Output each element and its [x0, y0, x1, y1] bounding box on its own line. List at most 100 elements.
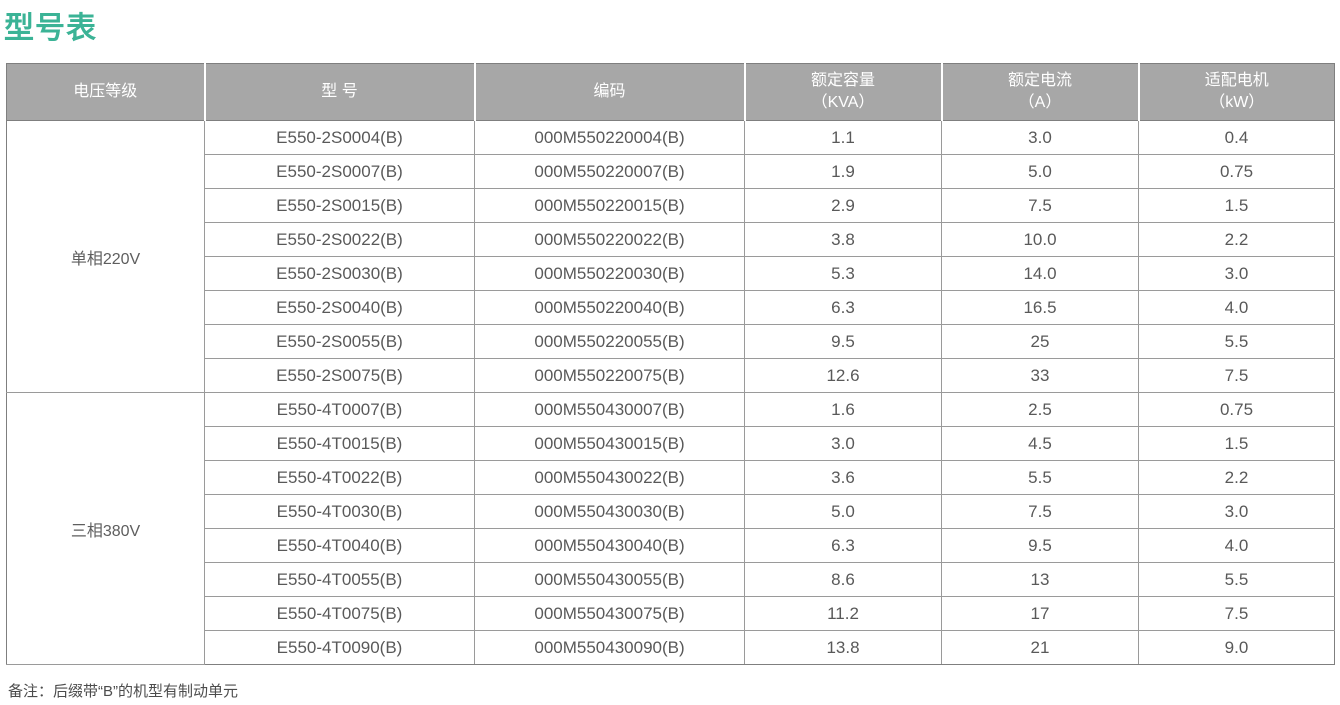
voltage-level-cell: 三相380V [6, 392, 205, 665]
rated-current-cell: 10.0 [941, 222, 1139, 257]
rated-capacity-cell: 3.0 [744, 426, 942, 461]
adapted-motor-cell: 4.0 [1138, 528, 1335, 563]
rated-capacity-cell: 1.6 [744, 392, 942, 427]
code-cell: 000M550430022(B) [474, 460, 745, 495]
table-row: 三相380V E550-4T0007(B) 000M550430007(B) 1.6 2… [6, 392, 1335, 665]
rated-capacity-cell: 3.8 [744, 222, 942, 257]
model-cell: E550-2S0040(B) [204, 290, 475, 325]
header-model: 型 号 [203, 63, 475, 121]
rated-current-cell: 21 [941, 630, 1139, 665]
rated-current-cell: 3.0 [941, 120, 1139, 155]
code-cell: 000M550220075(B) [474, 358, 745, 393]
header-voltage-level-label: 电压等级 [73, 83, 138, 101]
rated-current-cell: 7.5 [941, 494, 1139, 529]
code-cell: 000M550220004(B) [474, 120, 745, 155]
adapted-motor-cell: 5.5 [1138, 324, 1335, 359]
model-cell: E550-2S0030(B) [204, 256, 475, 291]
adapted-motor-cell: 7.5 [1138, 596, 1335, 631]
table-row: E550-4T0022(B) 000M550430022(B) 3.6 5.5 2.2 [7, 460, 1335, 495]
table-row: E550-4T0040(B) 000M550430040(B) 6.3 9.5 4.0 [7, 528, 1335, 563]
rated-capacity-cell: 5.0 [744, 494, 942, 529]
rated-capacity-cell: 1.1 [744, 120, 942, 155]
table-row: E550-4T0075(B) 000M550430075(B) 11.2 17 7.5 [7, 596, 1335, 631]
model-cell: E550-2S0004(B) [204, 120, 475, 155]
footer-note: 备注：后缀带“B”的机型有制动单元 [8, 683, 238, 700]
table-row: E550-2S0040(B) 000M550220040(B) 6.3 16.5 4.0 [7, 290, 1335, 325]
rated-capacity-cell: 11.2 [744, 596, 942, 631]
header-rated-current: 额定电流 （A） [940, 63, 1139, 121]
model-cell: E550-4T0055(B) [204, 562, 475, 597]
table-row: E550-4T0030(B) 000M550430030(B) 5.0 7.5 3.0 [7, 494, 1335, 529]
page-title: 型号表 [4, 12, 97, 45]
model-cell: E550-2S0007(B) [204, 154, 475, 189]
code-cell: 000M550220040(B) [474, 290, 745, 325]
code-cell: 000M550430055(B) [474, 562, 745, 597]
model-table: 电压等级 型 号 编码 额定容量 （KVA） 额定电流 （A） [6, 63, 1335, 665]
table-row: E550-2S0055(B) 000M550220055(B) 9.5 25 5.5 [7, 324, 1335, 359]
header-model-label: 型 号 [321, 83, 358, 101]
model-cell: E550-4T0075(B) [204, 596, 475, 631]
table-row: E550-2S0007(B) 000M550220007(B) 1.9 5.0 0.75 [7, 154, 1335, 189]
table-row: E550-2S0075(B) 000M550220075(B) 12.6 33 7.5 [7, 358, 1335, 393]
rated-capacity-cell: 6.3 [744, 528, 942, 563]
rated-capacity-cell: 9.5 [744, 324, 942, 359]
adapted-motor-cell: 0.75 [1138, 392, 1335, 427]
header-adapted-motor-sub: （kW） [1209, 94, 1265, 111]
adapted-motor-cell: 3.0 [1138, 494, 1335, 529]
code-cell: 000M550430075(B) [474, 596, 745, 631]
model-cell: E550-2S0055(B) [204, 324, 475, 359]
adapted-motor-cell: 2.2 [1138, 460, 1335, 495]
rated-current-cell: 17 [941, 596, 1139, 631]
header-adapted-motor: 适配电机 （kW） [1137, 63, 1335, 121]
model-cell: E550-4T0007(B) [204, 392, 475, 427]
rated-capacity-cell: 2.9 [744, 188, 942, 223]
adapted-motor-cell: 4.0 [1138, 290, 1335, 325]
table-row: E550-4T0015(B) 000M550430015(B) 3.0 4.5 1.5 [7, 426, 1335, 461]
table-row: E550-2S0022(B) 000M550220022(B) 3.8 10.0 2.2 [7, 222, 1335, 257]
header-rated-current-label: 额定电流 [1007, 72, 1072, 90]
code-cell: 000M550220022(B) [474, 222, 745, 257]
rated-capacity-cell: 13.8 [744, 630, 942, 665]
code-cell: 000M550430040(B) [474, 528, 745, 563]
rated-current-cell: 33 [941, 358, 1139, 393]
header-code: 编码 [473, 63, 745, 121]
model-cell: E550-4T0022(B) [204, 460, 475, 495]
rated-capacity-cell: 3.6 [744, 460, 942, 495]
model-cell: E550-4T0090(B) [204, 630, 475, 665]
adapted-motor-cell: 1.5 [1138, 188, 1335, 223]
voltage-level-cell: 单相220V [6, 120, 205, 393]
code-cell: 000M550430007(B) [474, 392, 745, 427]
code-cell: 000M550430015(B) [474, 426, 745, 461]
header-rated-capacity-sub: （KVA） [811, 94, 875, 111]
adapted-motor-cell: 2.2 [1138, 222, 1335, 257]
header-adapted-motor-label: 适配电机 [1204, 72, 1269, 90]
rated-current-cell: 14.0 [941, 256, 1139, 291]
table-row: E550-2S0030(B) 000M550220030(B) 5.3 14.0 3.0 [7, 256, 1335, 291]
table-row: E550-4T0090(B) 000M550430090(B) 13.8 21 9.0 [7, 630, 1335, 665]
code-cell: 000M550220007(B) [474, 154, 745, 189]
header-rated-current-sub: （A） [1018, 94, 1062, 111]
header-rated-capacity-label: 额定容量 [810, 72, 875, 90]
table-header: 电压等级 型 号 编码 额定容量 （KVA） 额定电流 （A） [6, 63, 1335, 121]
adapted-motor-cell: 5.5 [1138, 562, 1335, 597]
table-row: E550-4T0055(B) 000M550430055(B) 8.6 13 5.5 [7, 562, 1335, 597]
model-cell: E550-4T0015(B) [204, 426, 475, 461]
rated-capacity-cell: 1.9 [744, 154, 942, 189]
code-cell: 000M550220030(B) [474, 256, 745, 291]
rated-capacity-cell: 8.6 [744, 562, 942, 597]
table-row: 单相220V E550-2S0004(B) 000M550220004(B) 1.1 3… [6, 120, 1335, 393]
model-cell: E550-2S0015(B) [204, 188, 475, 223]
rated-current-cell: 9.5 [941, 528, 1139, 563]
adapted-motor-cell: 1.5 [1138, 426, 1335, 461]
rated-current-cell: 5.0 [941, 154, 1139, 189]
rated-capacity-cell: 6.3 [744, 290, 942, 325]
code-cell: 000M550430030(B) [474, 494, 745, 529]
rated-current-cell: 7.5 [941, 188, 1139, 223]
table-body: 单相220V E550-2S0004(B) 000M550220004(B) 1.1 3… [6, 120, 1335, 665]
rated-current-cell: 5.5 [941, 460, 1139, 495]
adapted-motor-cell: 9.0 [1138, 630, 1335, 665]
adapted-motor-cell: 0.4 [1138, 120, 1335, 155]
rated-current-cell: 25 [941, 324, 1139, 359]
model-cell: E550-4T0030(B) [204, 494, 475, 529]
